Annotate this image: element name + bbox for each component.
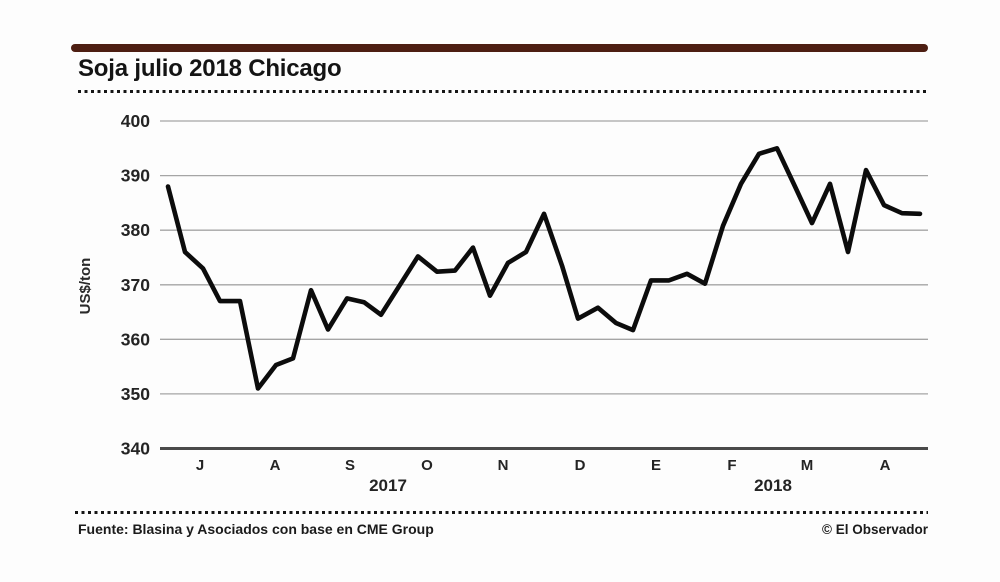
month-tick-label: F — [727, 457, 736, 474]
y-tick-label: 360 — [121, 329, 150, 349]
credit-note: © El Observador — [822, 522, 928, 537]
source-note: Fuente: Blasina y Asociados con base en … — [78, 521, 434, 537]
y-tick-label: 390 — [121, 166, 150, 186]
month-tick-label: A — [270, 457, 281, 474]
month-tick-label: M — [801, 457, 814, 474]
accent-bar — [71, 44, 928, 52]
month-tick-label: D — [575, 457, 586, 474]
month-tick-label: A — [880, 457, 891, 474]
month-tick-label: O — [421, 457, 433, 474]
y-tick-label: 380 — [121, 220, 150, 240]
month-tick-label: E — [651, 457, 661, 474]
year-label: 2018 — [754, 476, 792, 495]
page-title: Soja julio 2018 Chicago — [78, 55, 342, 82]
month-tick-label: J — [196, 457, 204, 474]
y-tick-label: 350 — [121, 384, 150, 404]
year-label: 2017 — [369, 476, 407, 495]
price-line — [165, 146, 923, 391]
y-tick-label: 370 — [121, 275, 150, 295]
month-tick-label: S — [345, 457, 355, 474]
y-tick-label: 340 — [121, 439, 150, 459]
y-tick-label: 400 — [121, 111, 150, 131]
title-divider — [78, 90, 926, 93]
month-tick-label: N — [498, 457, 509, 474]
y-axis-title: US$/ton — [77, 258, 94, 315]
footer-divider — [75, 511, 928, 514]
